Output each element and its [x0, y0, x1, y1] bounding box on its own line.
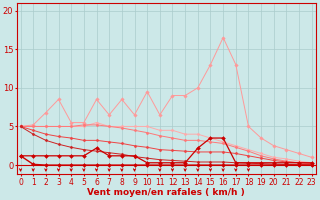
X-axis label: Vent moyen/en rafales ( km/h ): Vent moyen/en rafales ( km/h )	[87, 188, 245, 197]
